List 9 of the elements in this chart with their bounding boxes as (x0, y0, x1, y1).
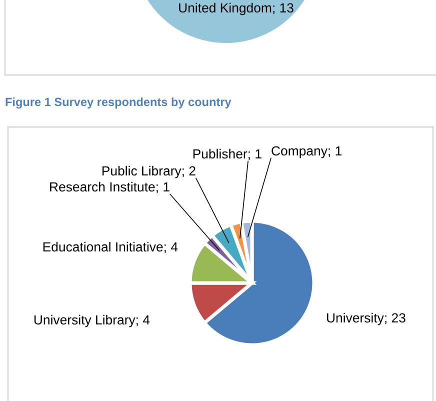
slice-label: United Kingdom; 13 (179, 2, 294, 16)
caption: Figure 1 Survey respondents by country (6, 97, 232, 109)
slice-label: Public Library; 2 (102, 166, 196, 178)
slice-label: Research Institute; 1 (50, 182, 170, 194)
slice-label: University Library; 4 (34, 314, 150, 328)
slice-label: Educational Initiative; 4 (43, 242, 178, 254)
slice-label: Publisher; 1 (193, 148, 262, 160)
slice-label: University; 23 (327, 312, 406, 326)
slice-label: Company; 1 (272, 146, 342, 158)
